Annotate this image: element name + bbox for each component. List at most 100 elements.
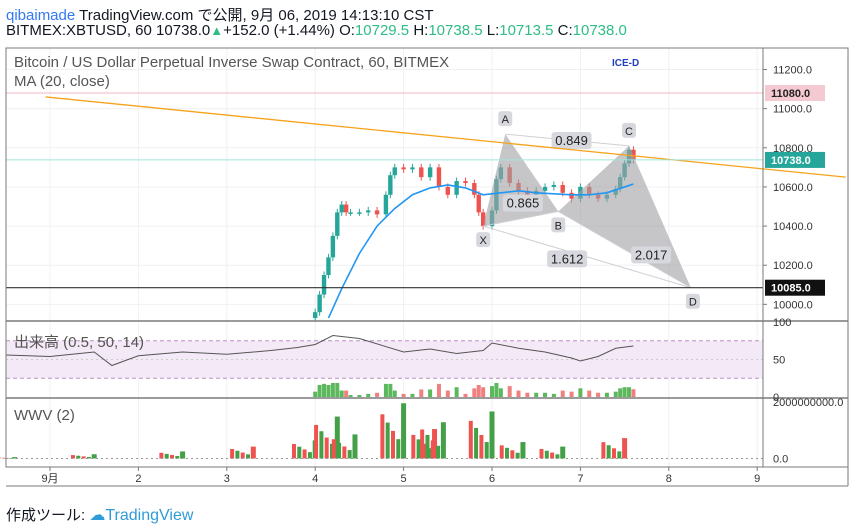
candle-body <box>313 312 318 319</box>
candle-body <box>476 194 481 213</box>
candle-body <box>335 212 340 236</box>
indicator-label: MA (20, close) <box>14 73 110 90</box>
wwv-bar <box>436 445 441 459</box>
wwv-bar <box>331 439 336 459</box>
volume-bar <box>317 385 322 397</box>
volume-bar <box>366 393 371 397</box>
volume-bar <box>348 395 353 397</box>
close-label: C: <box>557 22 573 39</box>
candle-body <box>410 167 415 170</box>
volume-bars <box>313 383 636 397</box>
time-tick-label: 6 <box>489 473 495 485</box>
time-tick-label: 8 <box>666 473 672 485</box>
volume-bar <box>587 390 592 397</box>
wwv-bar <box>510 450 515 459</box>
volume-bar <box>543 392 548 397</box>
candle-body <box>326 257 331 275</box>
wwv-bar <box>420 429 425 459</box>
wwv-bar <box>489 411 495 459</box>
wwv-bar <box>474 427 479 459</box>
wwv-bar <box>520 442 526 459</box>
wwv-bar <box>440 422 446 459</box>
wwv-bar <box>390 430 395 459</box>
candle-body <box>472 183 477 195</box>
price-tick-label: 10600.0 <box>773 182 813 194</box>
price-tick-label: 10400.0 <box>773 221 813 233</box>
volume-bar <box>490 386 494 397</box>
chart-title: Bitcoin / US Dollar Perpetual Inverse Sw… <box>14 54 449 71</box>
open-label: O: <box>339 22 355 39</box>
resistance-trendline <box>45 96 846 178</box>
candle-body <box>321 274 327 295</box>
volume-bar <box>454 387 459 397</box>
volume-bar <box>419 389 424 397</box>
volume-bar <box>578 388 583 397</box>
candle-body <box>445 186 450 195</box>
up-arrow-icon: ▲ <box>210 23 224 38</box>
wwv-bar <box>2 457 7 459</box>
harmonic-ratio-badge <box>551 131 592 149</box>
wwv-bar <box>307 452 312 459</box>
harmonic-ratio-label: 2.017 <box>635 247 668 262</box>
harmonic-ratio-badge <box>502 194 543 212</box>
volume-bar <box>392 390 397 397</box>
publish-date: で公開, 9月 06, 2019 14:13:10 CST <box>197 7 434 24</box>
wwv-bar <box>385 422 390 459</box>
candle-body <box>551 184 557 187</box>
wwv-bar <box>617 451 622 459</box>
volume-bar <box>339 390 344 397</box>
candle-body <box>436 167 442 187</box>
harmonic-pattern: X A B C D 0.849 0.865 1.612 2.017 <box>476 111 700 309</box>
volume-bar <box>631 389 636 397</box>
wwv-bar <box>235 450 240 459</box>
wwv-bar <box>622 438 628 459</box>
volume-bar <box>401 393 406 397</box>
volume-tick-label: 50 <box>773 355 785 367</box>
wwv-bar <box>342 446 347 459</box>
wwv-bar <box>499 445 504 459</box>
wwv-bar <box>164 453 169 459</box>
wwv-bar <box>291 443 296 459</box>
price-tick-label: 11200.0 <box>773 65 812 77</box>
wwv-bar <box>544 450 549 459</box>
author-name[interactable]: qibaimade <box>6 7 76 24</box>
labels: Bitcoin / US Dollar Perpetual Inverse Sw… <box>14 54 639 424</box>
wwv-bar <box>484 442 489 459</box>
volume-bar <box>551 393 556 397</box>
volume-bar <box>507 386 512 397</box>
wwv-bar <box>230 448 235 459</box>
wwv-bar <box>246 454 251 459</box>
tradingview-logo-icon[interactable]: ☁ <box>89 507 106 524</box>
harmonic-point-label: A <box>502 114 510 126</box>
candle-body <box>560 184 565 193</box>
harmonic-point-label: D <box>689 297 697 309</box>
candle-body <box>542 186 548 191</box>
harmonic-point-badge <box>498 111 513 127</box>
high-label: H: <box>413 22 429 39</box>
wwv-bar <box>319 431 324 459</box>
wwv-bar <box>601 442 606 459</box>
wwv-panel-title: WWV (2) <box>14 407 75 424</box>
ma-20-line <box>327 183 634 319</box>
volume-bar <box>618 388 623 397</box>
tradingview-brand[interactable]: TradingView <box>105 507 194 524</box>
candle-body <box>631 149 636 160</box>
time-tick-label: 9月 <box>41 473 58 485</box>
price-tag-box <box>765 151 825 168</box>
volume-bar <box>436 383 441 397</box>
volume-bar <box>357 395 362 397</box>
volume-bar <box>516 390 521 397</box>
volume-tick-label: 0 <box>773 392 779 404</box>
price-tick-label: 10200.0 <box>773 260 813 272</box>
volume-bar <box>322 383 327 397</box>
price-tag-label: 10085.0 <box>771 283 811 295</box>
wwv-bar <box>70 455 75 459</box>
volume-bar <box>463 393 468 397</box>
volume-bar <box>604 392 609 397</box>
candle-body <box>374 210 380 215</box>
harmonic-point-badge <box>476 232 491 248</box>
publish-line: qibaimade TradingView.com で公開, 9月 06, 20… <box>6 4 434 25</box>
high-value: 10738.5 <box>428 22 483 39</box>
wwv-bar <box>425 434 430 459</box>
